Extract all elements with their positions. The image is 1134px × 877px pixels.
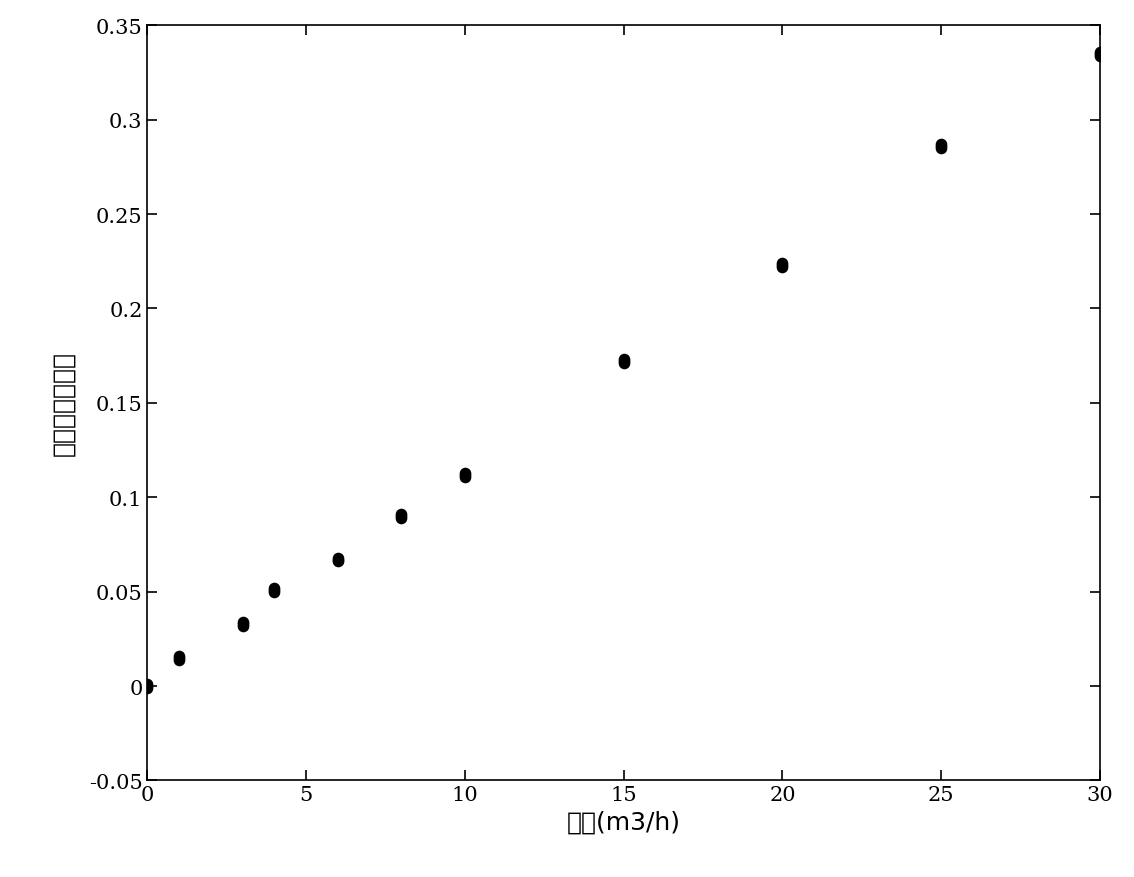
Point	[329, 551, 347, 565]
Point	[615, 355, 633, 369]
Point	[932, 138, 950, 152]
Point	[329, 553, 347, 567]
Point	[234, 617, 252, 631]
Point	[234, 619, 252, 633]
Y-axis label: 各半周输出结果: 各半周输出结果	[51, 351, 75, 456]
Point	[456, 468, 474, 482]
Point	[773, 259, 792, 273]
Point	[265, 585, 284, 599]
Point	[615, 353, 633, 367]
Point	[456, 467, 474, 481]
Point	[138, 679, 156, 693]
Point	[170, 649, 188, 663]
Point	[932, 140, 950, 154]
X-axis label: 流量(m3/h): 流量(m3/h)	[567, 810, 680, 834]
Point	[1091, 47, 1109, 61]
Point	[265, 583, 284, 597]
Point	[392, 508, 411, 522]
Point	[392, 511, 411, 525]
Point	[773, 260, 792, 275]
Point	[456, 470, 474, 484]
Point	[265, 581, 284, 595]
Point	[1091, 46, 1109, 60]
Point	[170, 651, 188, 665]
Point	[329, 555, 347, 569]
Point	[615, 357, 633, 371]
Point	[234, 615, 252, 629]
Point	[1091, 49, 1109, 63]
Point	[138, 677, 156, 691]
Point	[392, 510, 411, 524]
Point	[170, 652, 188, 667]
Point	[138, 681, 156, 695]
Point	[932, 142, 950, 156]
Point	[773, 257, 792, 271]
